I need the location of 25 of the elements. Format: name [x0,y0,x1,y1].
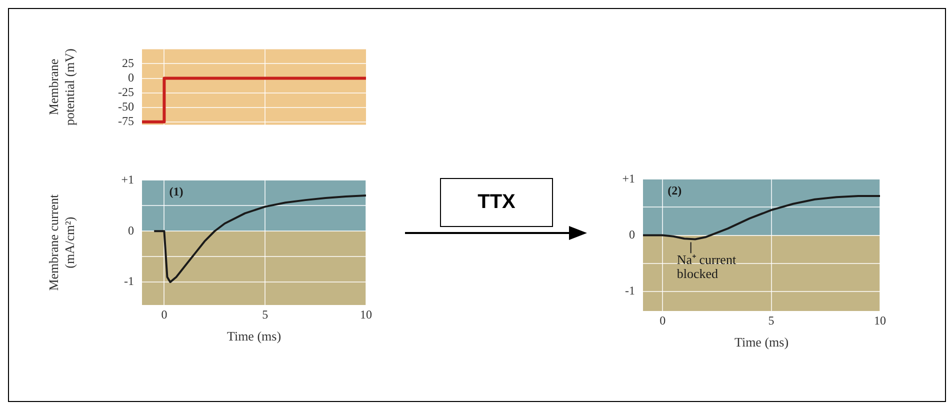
x-tick-label: 10 [360,307,372,322]
y-tick-label: +1 [121,172,134,186]
y-tick-label: -50 [118,100,134,114]
text: TTX [440,178,553,227]
y-tick-label: -75 [118,114,134,128]
y-tick-label: -25 [118,84,134,99]
x-tick-label: 0 [161,307,168,322]
y-tick-label: -1 [625,284,635,298]
y-tick-label: -1 [124,274,134,288]
y-tick-label: +1 [622,171,635,186]
x-tick-label: 0 [660,313,666,328]
x-tick-label: 5 [768,313,774,328]
annotation: (1) [169,184,184,198]
y-tick-label: 0 [128,223,134,238]
x-axis-title: Time (ms) [226,328,282,344]
y-tick-label: 0 [629,227,635,242]
x-tick-label: 10 [874,313,886,328]
y-axis-title: Membrane potential (mV) [46,48,77,126]
y-axis-title: Membrane current (mA/cm²) [46,194,77,291]
annotation: (2) [668,183,682,198]
x-axis-title: Time (ms) [734,334,789,350]
x-tick-label: 5 [262,307,268,322]
annotation: Na⁺ current blocked [676,252,736,282]
y-tick-label: 0 [128,70,134,84]
y-tick-label: 25 [122,56,134,70]
